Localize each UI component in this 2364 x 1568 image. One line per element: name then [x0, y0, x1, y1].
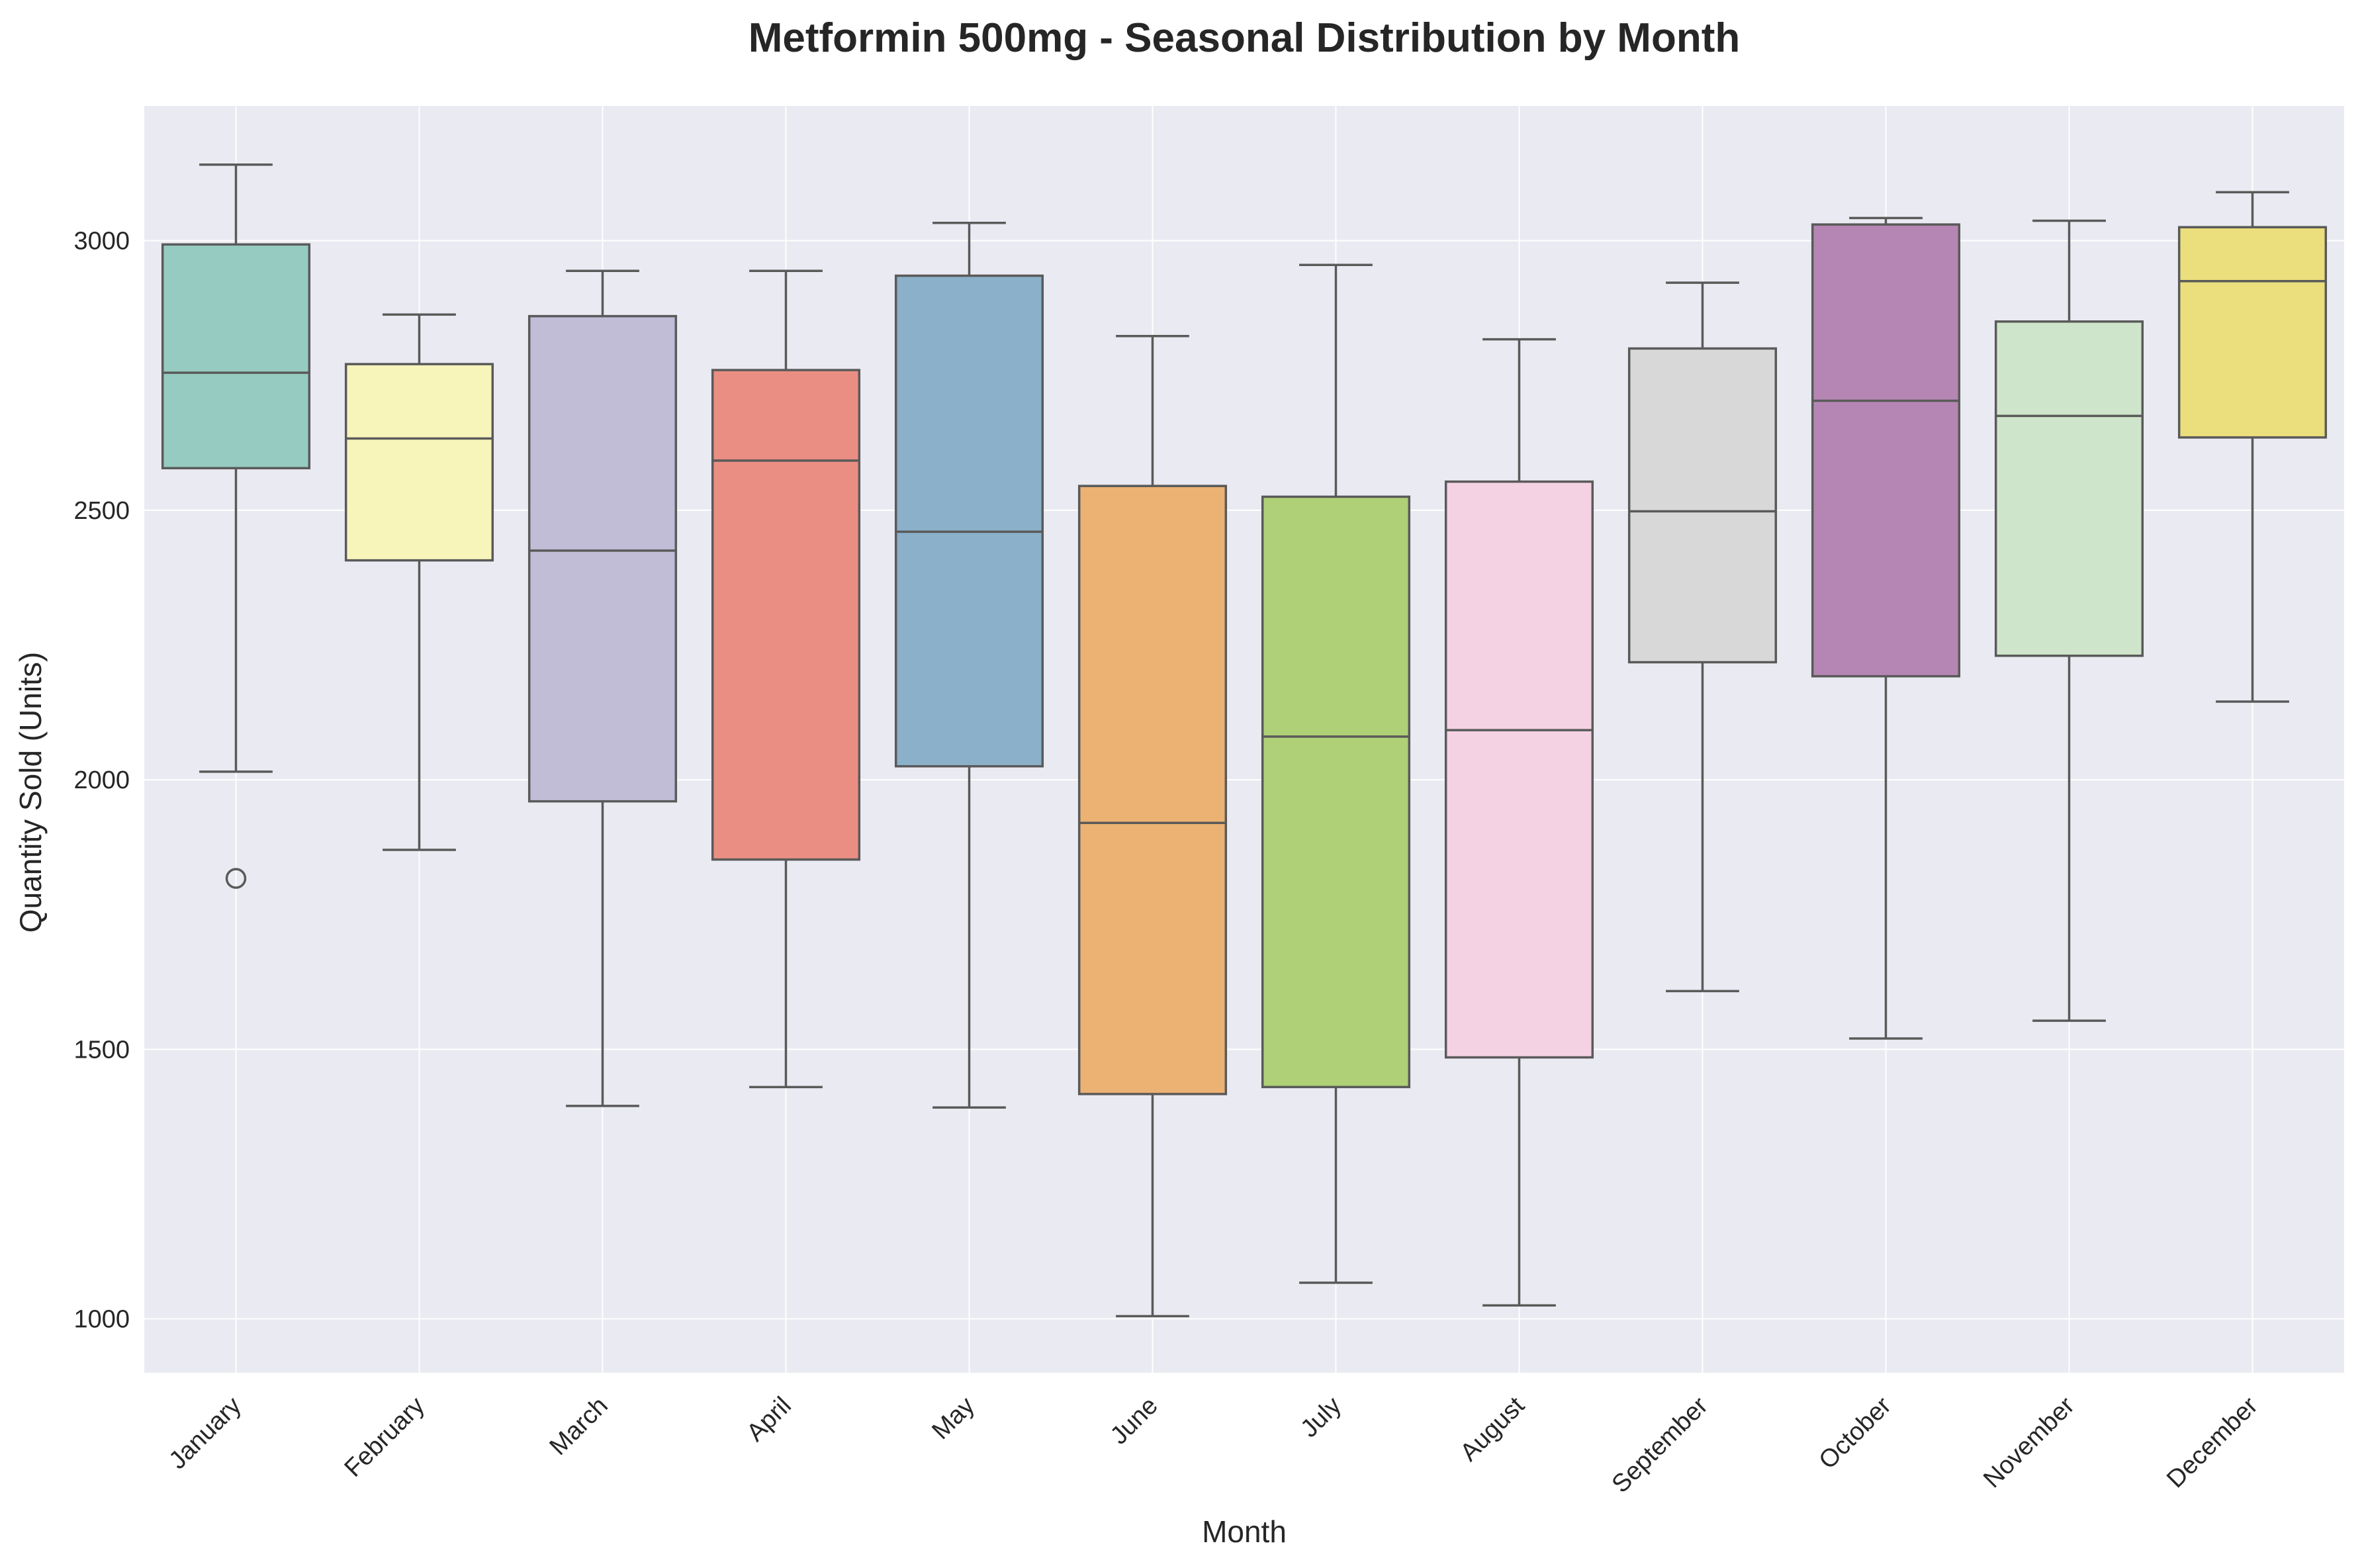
x-tick-label: December: [2161, 1391, 2263, 1493]
x-tick-label: June: [1105, 1392, 1163, 1450]
plot-background: [144, 106, 2344, 1373]
y-tick-label: 1000: [73, 1306, 130, 1334]
x-tick-label: February: [340, 1392, 430, 1483]
x-tick-label: November: [1978, 1391, 2080, 1493]
iqr-box: [161, 243, 311, 470]
box-march: [527, 269, 678, 1107]
iqr-box: [1627, 347, 1778, 664]
x-tick-label: August: [1455, 1391, 1531, 1467]
y-tick-label: 2500: [73, 497, 130, 525]
x-axis-label: Month: [1202, 1514, 1287, 1549]
iqr-box: [1811, 223, 1961, 678]
box-june: [1077, 335, 1228, 1318]
box-december: [2177, 191, 2328, 703]
x-tick-label: May: [927, 1392, 979, 1445]
x-tick-label: January: [164, 1392, 247, 1475]
x-tick-label: September: [1607, 1391, 1713, 1498]
iqr-box: [1077, 484, 1228, 1095]
x-tick-label: March: [545, 1392, 614, 1461]
box-august: [1444, 338, 1594, 1307]
y-axis-label: Quantity Sold (Units): [13, 652, 48, 933]
box-february: [344, 313, 494, 851]
x-tick-label: July: [1295, 1392, 1346, 1443]
iqr-box: [1994, 320, 2144, 657]
box-july: [1261, 263, 1411, 1284]
x-tick-label: April: [741, 1392, 796, 1447]
box-january: [161, 163, 311, 889]
box-november: [1994, 219, 2144, 1022]
y-tick-label: 2000: [73, 766, 130, 794]
iqr-box: [1261, 495, 1411, 1089]
iqr-box: [894, 274, 1044, 768]
iqr-box: [1444, 480, 1594, 1059]
iqr-box: [344, 363, 494, 562]
iqr-box: [527, 314, 678, 803]
box-april: [711, 269, 861, 1089]
box-may: [894, 221, 1044, 1109]
box-layer: [161, 163, 2328, 1318]
iqr-box: [711, 369, 861, 861]
chart-title: Metformin 500mg - Seasonal Distribution …: [749, 15, 1740, 61]
y-tick-label: 1500: [73, 1036, 130, 1064]
outlier-point: [225, 868, 247, 889]
x-tick-label: October: [1814, 1391, 1897, 1475]
box-september: [1627, 281, 1778, 993]
box-october: [1811, 216, 1961, 1040]
y-tick-label: 3000: [73, 228, 130, 255]
iqr-box: [2177, 226, 2328, 439]
